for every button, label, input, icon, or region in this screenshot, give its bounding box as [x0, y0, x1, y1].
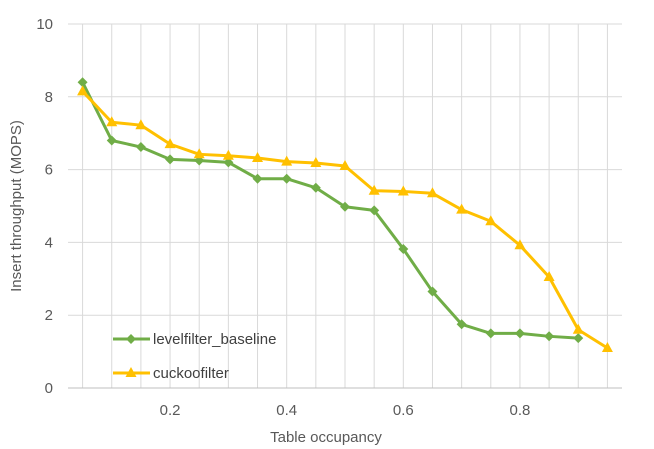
- diamond-marker: [369, 205, 380, 216]
- triangle-marker: [397, 185, 409, 196]
- x-tick-label: 0.8: [510, 402, 531, 419]
- triangle-marker: [339, 159, 351, 170]
- diamond-marker: [281, 173, 292, 184]
- x-axis-title: Table occupancy: [270, 429, 382, 446]
- y-tick-label: 10: [36, 16, 53, 33]
- legend-entry: cuckoofilter: [113, 365, 229, 382]
- legend-label: levelfilter_baseline: [153, 331, 276, 348]
- x-tick-label: 0.4: [276, 402, 297, 419]
- triangle-marker: [135, 119, 147, 130]
- triangle-marker: [125, 367, 137, 377]
- x-tick-label: 0.2: [160, 402, 181, 419]
- legend-entry: levelfilter_baseline: [113, 331, 276, 348]
- diamond-marker: [398, 243, 409, 254]
- triangle-marker: [543, 270, 555, 281]
- triangle-marker: [164, 138, 176, 149]
- diamond-marker: [544, 331, 555, 342]
- triangle-marker: [193, 148, 205, 159]
- y-tick-label: 6: [45, 162, 53, 179]
- diamond-marker: [514, 328, 525, 339]
- diamond-marker: [573, 333, 584, 344]
- y-tick-label: 0: [45, 380, 53, 397]
- diamond-marker: [485, 328, 496, 339]
- legend: levelfilter_baseline cuckoofilter: [113, 331, 276, 382]
- tick-labels: 0 2 4 6 8 10 0.2 0.4 0.6 0.8: [36, 16, 530, 419]
- triangle-marker: [485, 215, 497, 226]
- y-tick-label: 8: [45, 89, 53, 106]
- diamond-marker: [106, 135, 117, 146]
- triangle-marker: [310, 157, 322, 168]
- triangle-marker: [281, 155, 293, 166]
- series-line: [81, 81, 579, 340]
- diamond-marker: [310, 182, 321, 193]
- diamond-marker: [456, 319, 467, 330]
- triangle-marker: [368, 184, 380, 195]
- diamond-marker: [427, 286, 438, 297]
- triangle-marker: [572, 323, 584, 334]
- series-cuckoofilter: [77, 85, 613, 352]
- diamond-marker: [340, 201, 350, 212]
- diamond-marker: [165, 154, 176, 165]
- series-levelfilter_baseline: [77, 77, 584, 344]
- y-tick-label: 4: [45, 234, 53, 251]
- triangle-marker: [514, 239, 526, 250]
- series-layer: [77, 77, 613, 352]
- diamond-marker: [135, 142, 146, 153]
- triangle-marker: [252, 151, 264, 162]
- diamond-marker: [126, 334, 136, 344]
- y-tick-label: 2: [45, 307, 53, 324]
- diamond-marker: [252, 173, 263, 184]
- x-tick-label: 0.6: [393, 402, 414, 419]
- legend-label: cuckoofilter: [153, 365, 229, 382]
- diamond-marker: [223, 157, 234, 168]
- triangle-marker: [426, 187, 438, 198]
- y-axis-title: Insert throughput (MOPS): [8, 120, 25, 292]
- triangle-marker: [77, 85, 89, 96]
- triangle-marker: [106, 116, 118, 127]
- triangle-marker: [601, 341, 613, 352]
- triangle-marker: [456, 203, 468, 214]
- triangle-marker: [222, 149, 234, 160]
- diamond-marker: [77, 77, 88, 88]
